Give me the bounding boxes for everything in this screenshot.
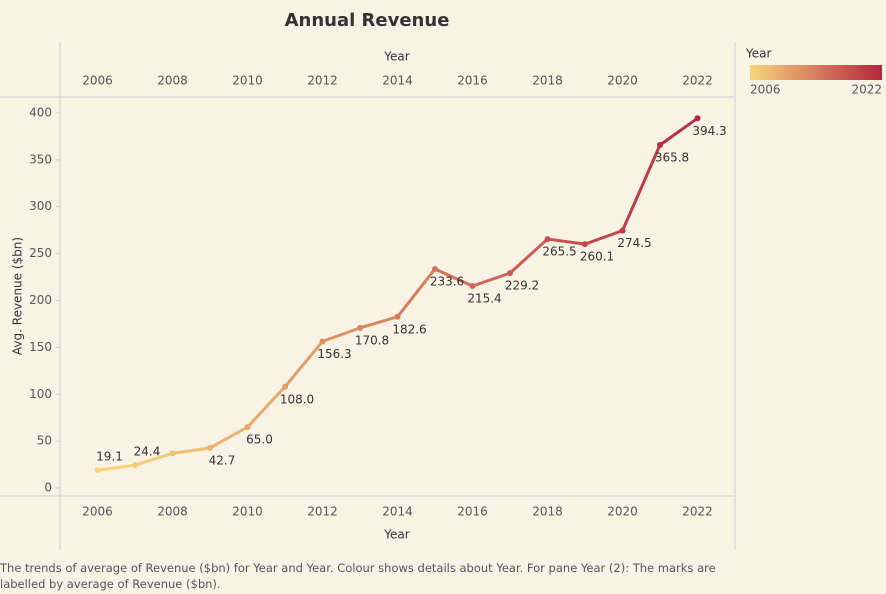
x-tick-label: 2020 <box>607 505 638 519</box>
x-tick-label: 2010 <box>232 505 263 519</box>
data-label: 19.1 <box>96 450 123 464</box>
x2-tick-label: 2022 <box>682 74 713 88</box>
y-axis-title: Avg. Revenue ($bn) <box>11 237 25 355</box>
data-label: 260.1 <box>580 250 614 264</box>
point <box>657 142 663 149</box>
x2-tick-label: 2020 <box>607 74 638 88</box>
line-segment <box>658 116 699 147</box>
point <box>694 115 701 122</box>
x2-tick-label: 2008 <box>157 74 188 88</box>
data-label: 233.6 <box>430 274 464 288</box>
y-tick-label: 350 <box>29 152 52 166</box>
line-segment <box>433 267 474 288</box>
point <box>94 467 101 474</box>
line-segment <box>508 237 549 275</box>
data-label: 229.2 <box>505 279 539 293</box>
y-tick-label: 200 <box>29 293 52 307</box>
data-label: 182.6 <box>392 322 426 336</box>
data-label: 24.4 <box>134 445 161 459</box>
line-segment <box>396 267 437 319</box>
y-tick-label: 250 <box>29 246 52 260</box>
x-tick-label: 2012 <box>307 505 338 519</box>
data-label: 215.4 <box>467 292 501 306</box>
point <box>244 424 251 431</box>
x-tick-label: 2018 <box>532 505 563 519</box>
legend-title: Year <box>745 47 771 61</box>
data-label: 108.0 <box>280 392 314 406</box>
point <box>282 383 288 390</box>
line-segment <box>546 237 587 246</box>
line-segment <box>171 446 212 455</box>
x2-tick-label: 2014 <box>382 74 413 88</box>
data-label: 394.3 <box>692 124 726 138</box>
point <box>357 324 363 331</box>
chart: Annual Revenue Year Year Avg. Revenue ($… <box>0 10 882 550</box>
x-tick-label: 2014 <box>382 505 413 519</box>
point <box>544 236 551 243</box>
data-label: 170.8 <box>355 333 389 347</box>
data-label: 265.5 <box>542 245 576 259</box>
x-tick-label: 2016 <box>457 505 488 519</box>
point <box>582 241 588 248</box>
line-segment <box>246 385 287 429</box>
legend-min: 2006 <box>750 83 781 97</box>
point <box>432 265 438 272</box>
line-segment <box>621 143 662 233</box>
y-tick-label: 50 <box>37 434 52 448</box>
line-segment <box>358 315 399 330</box>
point <box>319 338 326 345</box>
point <box>619 227 626 234</box>
y-tick-label: 0 <box>44 481 52 495</box>
data-label: 156.3 <box>317 347 351 361</box>
x2-tick-label: 2018 <box>532 74 563 88</box>
line-segment <box>283 339 324 389</box>
data-label: 365.8 <box>655 151 689 165</box>
x2-tick-label: 2016 <box>457 74 488 88</box>
data-label: 274.5 <box>617 236 651 250</box>
chart-title: Annual Revenue <box>285 10 450 31</box>
y-tick-label: 150 <box>29 340 52 354</box>
x-tick-label: 2006 <box>82 505 113 519</box>
line-segment <box>321 326 362 343</box>
data-label: 65.0 <box>246 433 273 447</box>
line-segment <box>133 451 174 467</box>
data-label: 42.7 <box>209 453 236 467</box>
point <box>207 444 213 451</box>
point <box>507 270 513 277</box>
x2-tick-label: 2010 <box>232 74 263 88</box>
x2-tick-label: 2012 <box>307 74 338 88</box>
x-axis-title: Year <box>383 528 409 542</box>
y-tick-label: 300 <box>29 199 52 213</box>
caption: The trends of average of Revenue ($bn) f… <box>0 561 716 591</box>
x2-axis-title: Year <box>383 50 409 64</box>
x-tick-label: 2022 <box>682 505 713 519</box>
point <box>169 450 176 457</box>
line-segment <box>96 463 137 472</box>
point <box>132 462 138 469</box>
point <box>469 283 476 290</box>
line-segment <box>208 425 249 450</box>
line-segment <box>471 271 512 288</box>
legend-ramp <box>750 65 882 80</box>
line-segment <box>583 229 624 246</box>
point <box>394 313 401 320</box>
y-tick-label: 100 <box>29 387 52 401</box>
x-tick-label: 2008 <box>157 505 188 519</box>
x2-tick-label: 2006 <box>82 74 113 88</box>
legend-max: 2022 <box>851 83 882 97</box>
y-tick-label: 400 <box>29 105 52 119</box>
